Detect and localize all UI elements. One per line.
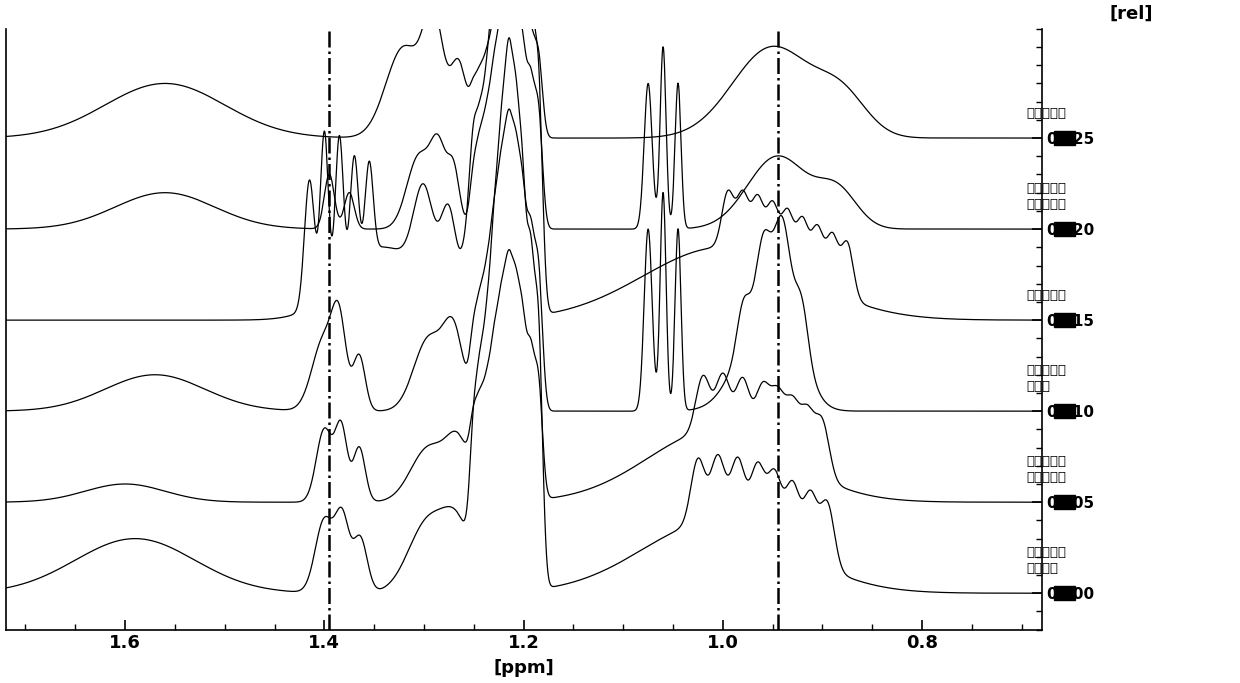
Bar xyxy=(1054,495,1075,510)
X-axis label: [ppm]: [ppm] xyxy=(494,660,554,678)
Text: 乳清蛋白粉: 乳清蛋白粉 xyxy=(1027,289,1066,302)
Bar xyxy=(1054,404,1075,419)
Text: 加乳清蛋白
的牛初乳粉: 加乳清蛋白 的牛初乳粉 xyxy=(1027,455,1066,484)
Bar xyxy=(1054,586,1075,600)
Bar xyxy=(1054,131,1075,145)
Text: [rel]: [rel] xyxy=(1109,5,1152,23)
Text: 加乳清蛋白
的奶粉: 加乳清蛋白 的奶粉 xyxy=(1027,364,1066,393)
Bar xyxy=(1054,313,1075,327)
Text: 无添加乳清
蛋白的奶粉: 无添加乳清 蛋白的奶粉 xyxy=(1027,182,1066,211)
Bar xyxy=(1054,222,1075,236)
Text: 纯牛初乳粉: 纯牛初乳粉 xyxy=(1027,107,1066,120)
Text: 加乳清蛋白
的蛋白粉: 加乳清蛋白 的蛋白粉 xyxy=(1027,546,1066,575)
